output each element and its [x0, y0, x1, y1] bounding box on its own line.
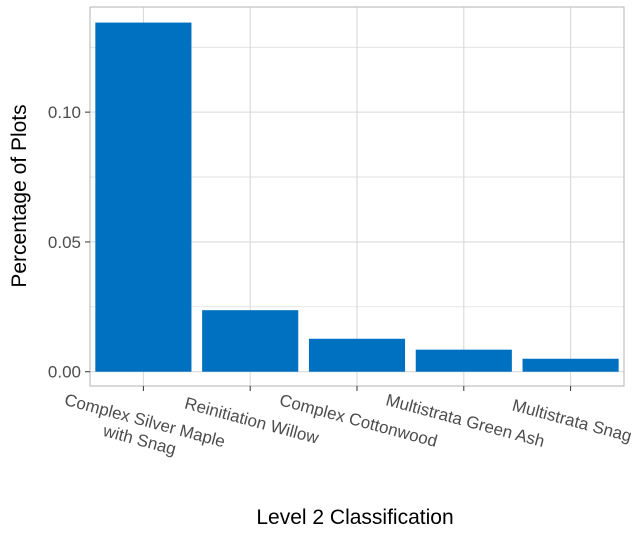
- bar: [415, 349, 512, 372]
- bar: [308, 338, 406, 372]
- y-axis-title: Percentage of Plots: [8, 104, 31, 287]
- y-tick-label: 0.00: [48, 363, 81, 382]
- x-axis-title: Level 2 Classification: [256, 506, 453, 529]
- bar: [95, 22, 192, 372]
- x-axis-ticks: Complex Silver Maplewith Snag Reinitiatio…: [63, 386, 633, 459]
- y-axis-ticks: 0.00 0.05 0.10: [48, 103, 90, 382]
- bars: [95, 22, 619, 372]
- y-tick-label: 0.10: [48, 103, 81, 122]
- bar: [202, 310, 299, 372]
- y-tick-label: 0.05: [48, 233, 81, 252]
- bar: [522, 358, 619, 372]
